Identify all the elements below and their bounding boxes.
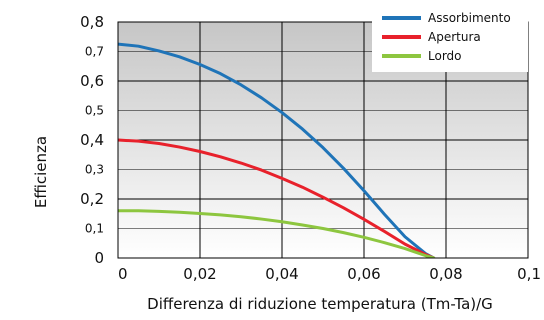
y-tick-label: 0,6 [80, 72, 104, 90]
y-tick-label: 0,4 [80, 131, 104, 149]
x-tick-label: 0,1 [517, 265, 541, 283]
x-axis-label: Differenza di riduzione temperatura (Tm-… [147, 295, 493, 313]
x-tick-label: 0 [118, 265, 128, 283]
plot-frame [117, 21, 529, 259]
y-tick-label: 0,2 [80, 190, 104, 208]
legend-label: Apertura [428, 30, 481, 44]
y-tick-label: 0,3 [85, 163, 104, 177]
series-line-assorbimento [118, 42, 436, 258]
y-tick-labels: 0 0,1 0,2 0,3 0,4 0,5 0,6 0,7 0,8 [80, 13, 104, 267]
series-line-lordo [118, 209, 436, 258]
y-tick-label: 0,5 [85, 104, 104, 118]
legend: Assorbimento Apertura Lordo [372, 8, 528, 72]
y-axis-label: Efficienza [32, 136, 50, 208]
y-tick-label: 0,1 [85, 222, 104, 236]
x-tick-label: 0,02 [183, 265, 216, 283]
y-tick-label: 0,7 [85, 45, 104, 59]
x-tick-label: 0,06 [347, 265, 380, 283]
legend-label: Lordo [428, 49, 462, 63]
series-line-apertura [118, 138, 436, 258]
x-tick-labels: 0 0,02 0,04 0,06 0,08 0,1 [118, 265, 541, 283]
y-tick-label: 0,8 [80, 13, 104, 31]
series-lines [118, 42, 436, 258]
x-tick-label: 0,04 [265, 265, 298, 283]
legend-label: Assorbimento [428, 11, 511, 25]
x-tick-label: 0,08 [429, 265, 462, 283]
y-tick-label: 0 [94, 249, 104, 267]
